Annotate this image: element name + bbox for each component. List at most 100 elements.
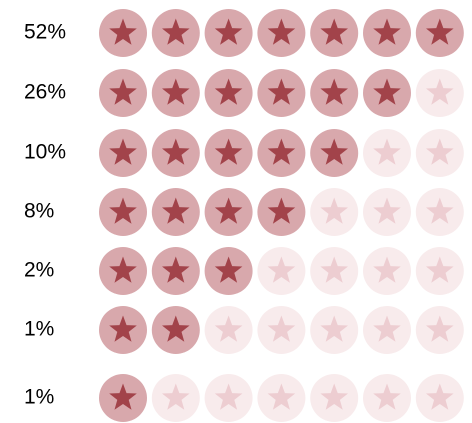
star-icon — [373, 383, 401, 410]
star-icon — [267, 256, 296, 283]
star-icon — [267, 197, 296, 224]
star-icon — [214, 138, 243, 165]
filled-star — [204, 247, 253, 295]
star-icon — [267, 78, 296, 105]
percent-label: 1% — [24, 386, 54, 409]
empty-star — [151, 374, 200, 422]
empty-star — [363, 247, 411, 295]
filled-star — [204, 129, 253, 177]
filled-star — [151, 69, 200, 117]
star-icon — [162, 383, 190, 410]
star-icon — [109, 78, 137, 105]
percent-label: 2% — [24, 259, 54, 282]
filled-star — [257, 69, 306, 117]
star-icon — [162, 197, 190, 224]
filled-star — [310, 129, 359, 177]
filled-star — [151, 306, 200, 354]
filled-star — [257, 188, 306, 236]
filled-star — [151, 188, 200, 236]
percent-label: 1% — [24, 318, 54, 341]
star-icon — [373, 138, 401, 165]
star-icon — [267, 138, 296, 165]
filled-star — [99, 247, 147, 295]
star-icon — [109, 197, 137, 224]
empty-star — [257, 374, 306, 422]
filled-star — [415, 9, 464, 57]
filled-star — [204, 188, 253, 236]
star-icon — [426, 138, 454, 165]
filled-star — [99, 374, 147, 422]
percent-label: 10% — [24, 141, 66, 164]
empty-star — [415, 188, 464, 236]
empty-star — [415, 247, 464, 295]
star-icon — [426, 383, 454, 410]
filled-star — [310, 69, 359, 117]
star-icon — [214, 256, 243, 283]
percent-label: 8% — [24, 200, 54, 223]
star-icon — [373, 197, 401, 224]
star-icon — [320, 256, 348, 283]
empty-star — [310, 247, 359, 295]
star-icon — [320, 197, 348, 224]
star-icon — [320, 315, 348, 342]
star-icon — [320, 18, 348, 45]
star-icon — [426, 315, 454, 342]
star-icon — [162, 256, 190, 283]
filled-star — [151, 129, 200, 177]
star-icon — [214, 315, 243, 342]
filled-star — [204, 9, 253, 57]
star-icon — [162, 18, 190, 45]
filled-star — [99, 9, 147, 57]
star-icon — [426, 256, 454, 283]
empty-star — [415, 374, 464, 422]
star-icon — [373, 256, 401, 283]
empty-star — [363, 374, 411, 422]
star-icon — [426, 78, 454, 105]
filled-star — [363, 9, 411, 57]
star-icon — [109, 256, 137, 283]
star-icon — [267, 383, 296, 410]
star-icon — [162, 138, 190, 165]
filled-star — [99, 69, 147, 117]
filled-star — [204, 69, 253, 117]
empty-star — [204, 306, 253, 354]
empty-star — [363, 306, 411, 354]
star-icon — [109, 18, 137, 45]
star-icon — [267, 18, 296, 45]
empty-star — [415, 306, 464, 354]
filled-star — [151, 9, 200, 57]
star-icon — [320, 383, 348, 410]
filled-star — [99, 129, 147, 177]
star-icon — [109, 138, 137, 165]
star-icon — [214, 18, 243, 45]
star-icon — [426, 197, 454, 224]
star-icon — [320, 138, 348, 165]
empty-star — [415, 69, 464, 117]
filled-star — [257, 9, 306, 57]
empty-star — [257, 247, 306, 295]
empty-star — [363, 129, 411, 177]
empty-star — [204, 374, 253, 422]
star-icon — [320, 78, 348, 105]
filled-star — [99, 306, 147, 354]
filled-star — [151, 247, 200, 295]
star-icon — [109, 315, 137, 342]
star-icon — [373, 78, 401, 105]
star-icon — [373, 18, 401, 45]
star-icon — [109, 383, 137, 410]
empty-star — [257, 306, 306, 354]
star-icon — [214, 197, 243, 224]
star-icon — [373, 315, 401, 342]
filled-star — [363, 69, 411, 117]
empty-star — [310, 306, 359, 354]
star-icon — [162, 315, 190, 342]
filled-star — [257, 129, 306, 177]
empty-star — [310, 188, 359, 236]
star-icon — [162, 78, 190, 105]
empty-star — [415, 129, 464, 177]
star-icon — [267, 315, 296, 342]
percent-label: 26% — [24, 81, 66, 104]
star-icon — [214, 383, 243, 410]
star-icon — [426, 18, 454, 45]
